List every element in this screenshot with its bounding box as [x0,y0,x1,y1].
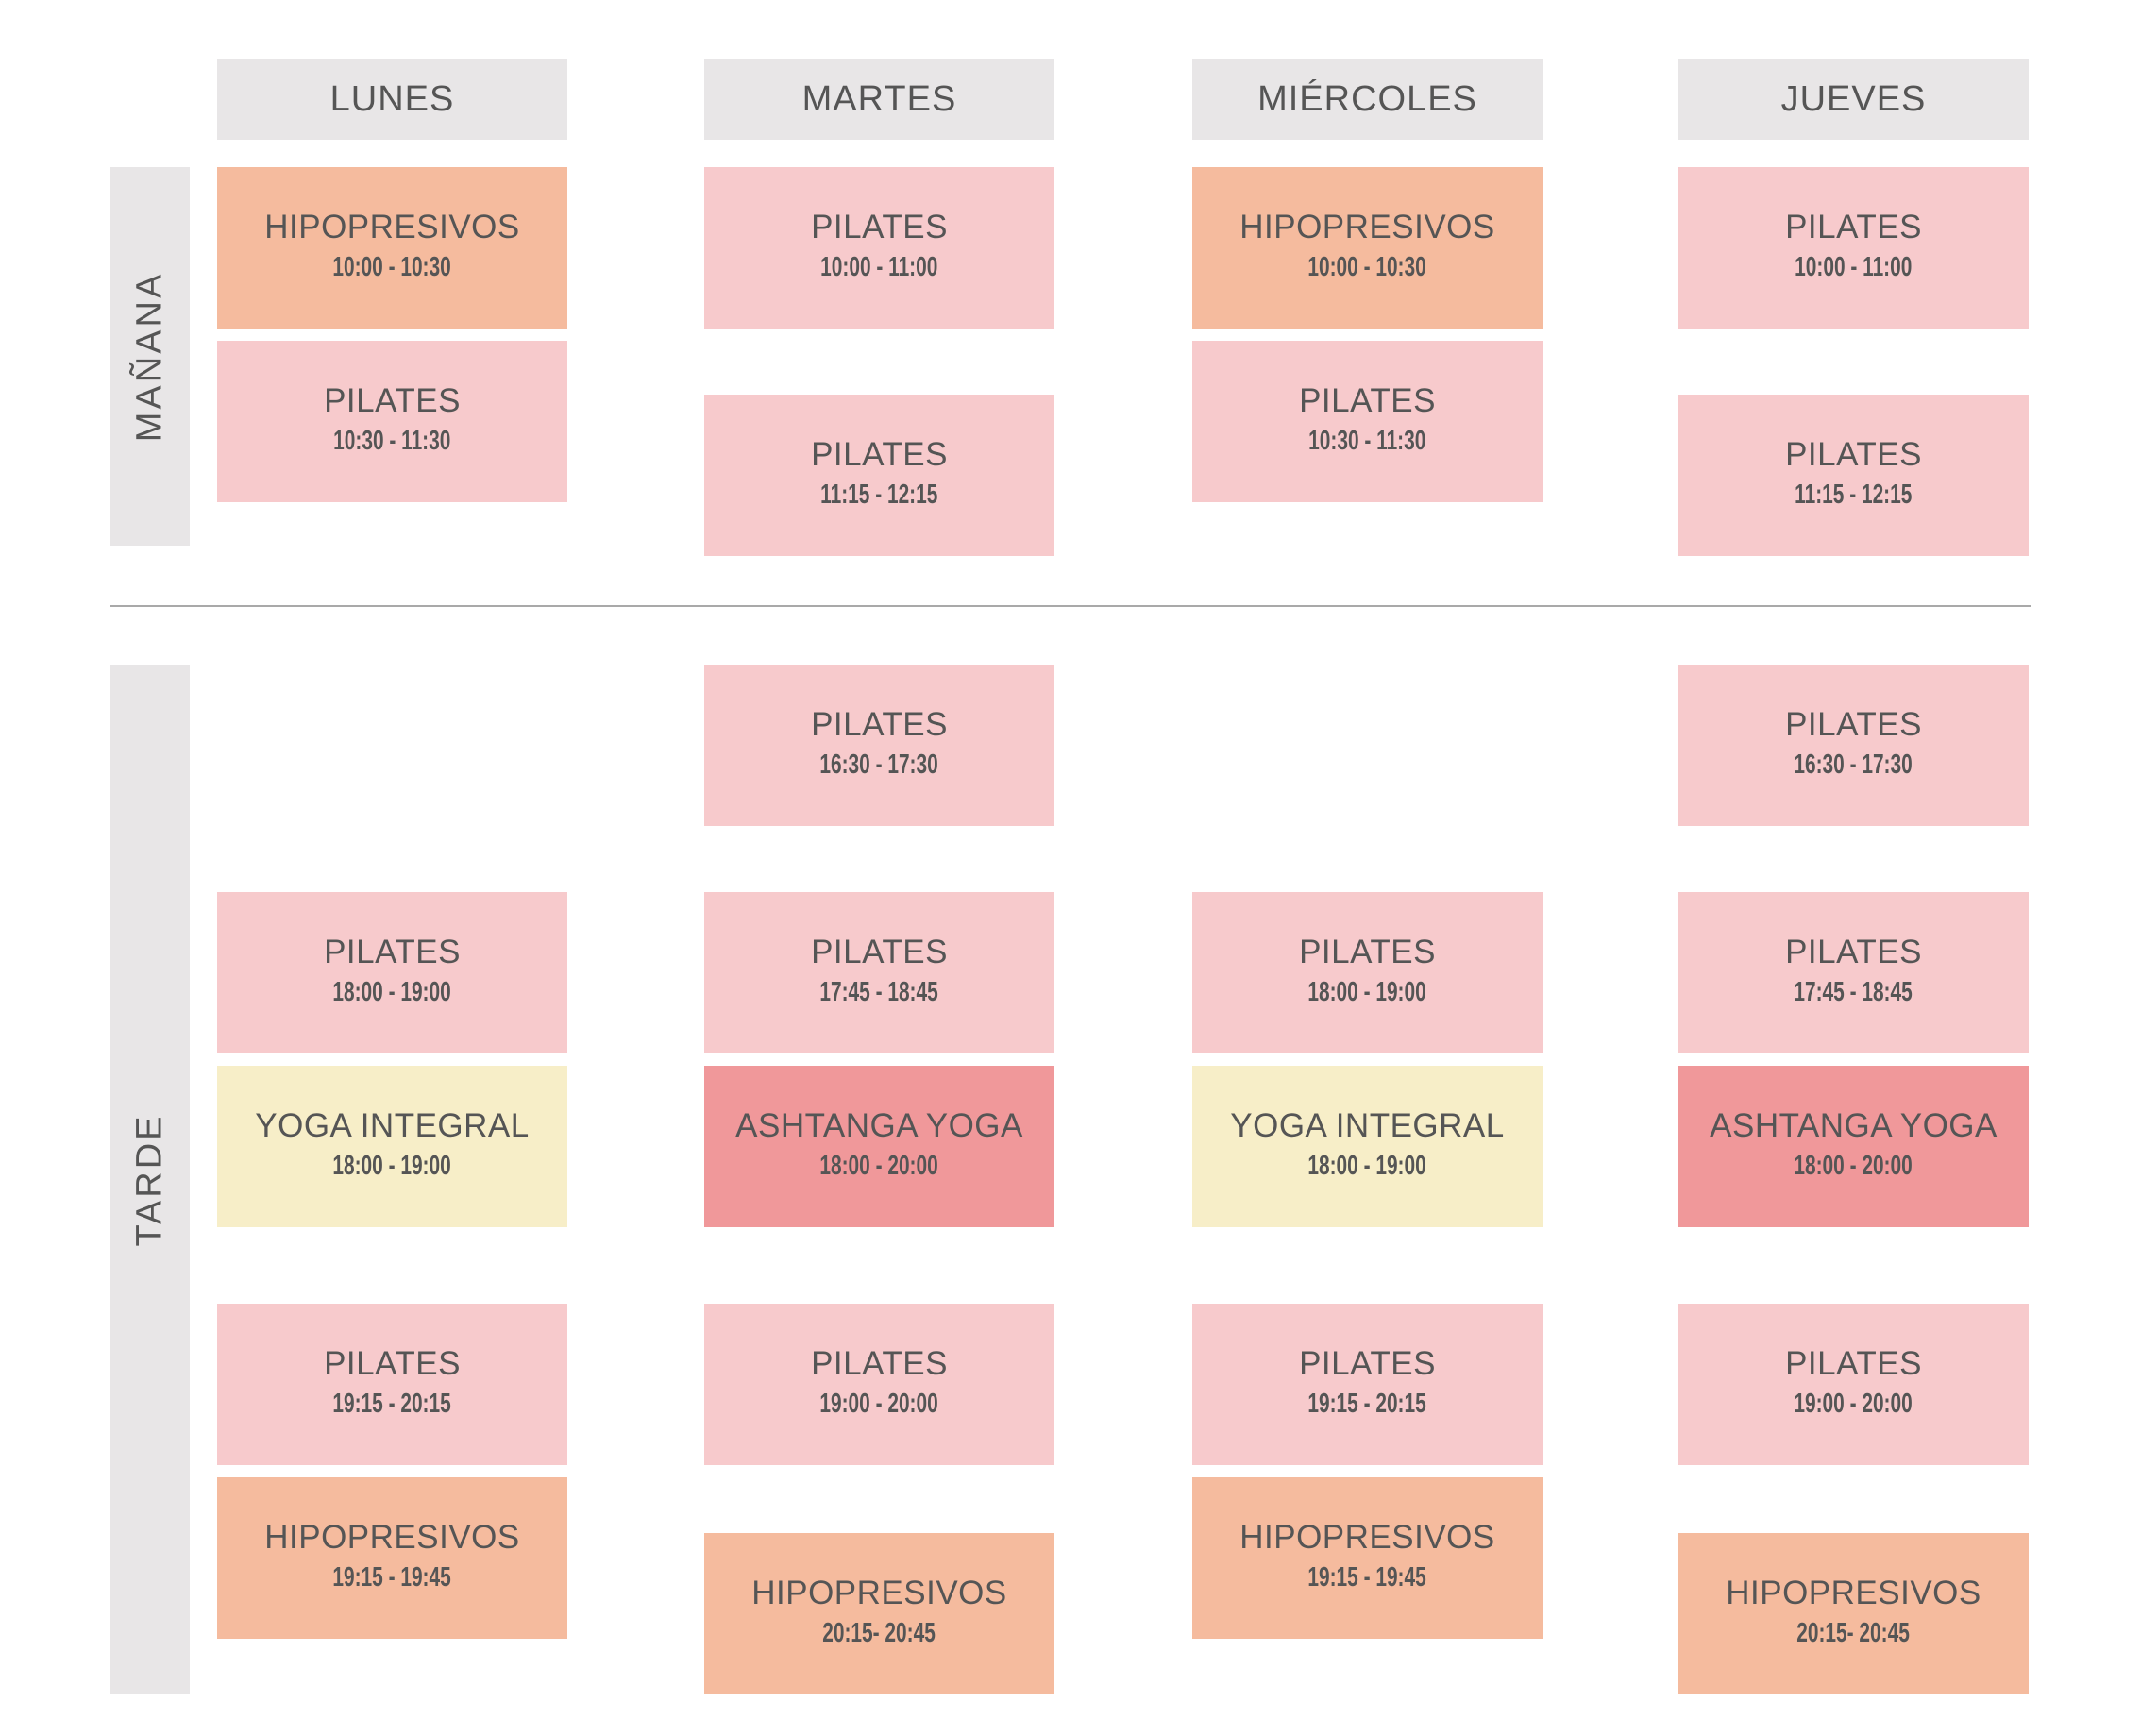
class-name: HIPOPRESIVOS [1726,1575,1981,1611]
class-name: PILATES [324,382,461,419]
class-name: PILATES [1299,934,1436,970]
class-cell: ASHTANGA YOGA 18:00 - 20:00 [704,1066,1054,1227]
class-time: 16:30 - 17:30 [1794,750,1913,780]
day-header-jueves: JUEVES [1678,59,2029,140]
class-name: HIPOPRESIVOS [751,1575,1007,1611]
class-name: HIPOPRESIVOS [264,209,520,245]
class-name: PILATES [324,1345,461,1382]
class-cell: PILATES 19:00 - 20:00 [704,1304,1054,1465]
class-cell: PILATES 17:45 - 18:45 [1678,892,2029,1053]
class-time: 17:45 - 18:45 [819,977,939,1007]
class-cell: HIPOPRESIVOS 10:00 - 10:30 [217,167,567,329]
class-name: HIPOPRESIVOS [1239,1519,1495,1556]
class-time: 10:00 - 10:30 [332,252,452,282]
section-label-tarde: TARDE [110,665,190,1694]
section-label-manana: MAÑANA [110,167,190,546]
class-time: 10:30 - 11:30 [1308,426,1426,456]
class-time: 19:00 - 20:00 [1794,1389,1913,1419]
class-cell: HIPOPRESIVOS 20:15- 20:45 [1678,1533,2029,1694]
class-cell: PILATES 18:00 - 19:00 [217,892,567,1053]
class-name: YOGA INTEGRAL [255,1107,530,1144]
class-name: PILATES [811,934,948,970]
class-time: 10:00 - 10:30 [1307,252,1427,282]
class-name: PILATES [324,934,461,970]
class-cell: PILATES 19:00 - 20:00 [1678,1304,2029,1465]
class-time: 17:45 - 18:45 [1794,977,1913,1007]
class-time: 18:00 - 19:00 [1307,977,1427,1007]
class-time: 19:00 - 20:00 [819,1389,939,1419]
class-cell: PILATES 16:30 - 17:30 [704,665,1054,826]
class-cell: PILATES 17:45 - 18:45 [704,892,1054,1053]
class-name: PILATES [1785,436,1922,473]
class-cell: YOGA INTEGRAL 18:00 - 19:00 [217,1066,567,1227]
section-divider [110,605,2031,607]
class-time: 18:00 - 19:00 [332,977,452,1007]
class-name: ASHTANGA YOGA [735,1107,1023,1144]
class-name: PILATES [811,706,948,743]
class-time: 11:15 - 12:15 [1795,480,1913,510]
class-name: PILATES [1785,934,1922,970]
class-name: ASHTANGA YOGA [1710,1107,1998,1144]
class-cell: HIPOPRESIVOS 19:15 - 19:45 [217,1477,567,1639]
class-name: PILATES [1785,706,1922,743]
class-cell: PILATES 11:15 - 12:15 [1678,395,2029,556]
class-time: 18:00 - 19:00 [332,1151,452,1181]
class-time: 20:15- 20:45 [1796,1618,1911,1648]
class-cell: HIPOPRESIVOS 20:15- 20:45 [704,1533,1054,1694]
class-name: PILATES [811,1345,948,1382]
class-name: HIPOPRESIVOS [264,1519,520,1556]
class-cell: PILATES 16:30 - 17:30 [1678,665,2029,826]
class-name: PILATES [1785,1345,1922,1382]
day-header-martes: MARTES [704,59,1054,140]
day-header-lunes: LUNES [217,59,567,140]
class-cell: PILATES 10:30 - 11:30 [217,341,567,502]
class-cell: ASHTANGA YOGA 18:00 - 20:00 [1678,1066,2029,1227]
class-name: PILATES [811,436,948,473]
class-cell: PILATES 10:30 - 11:30 [1192,341,1543,502]
class-time: 20:15- 20:45 [822,1618,936,1648]
class-time: 10:30 - 11:30 [333,426,451,456]
class-time: 11:15 - 12:15 [820,480,938,510]
class-name: PILATES [1785,209,1922,245]
day-header-miercoles: MIÉRCOLES [1192,59,1543,140]
class-cell: PILATES 10:00 - 11:00 [1678,167,2029,329]
class-time: 16:30 - 17:30 [819,750,939,780]
class-time: 19:15 - 20:15 [1307,1389,1427,1419]
class-time: 19:15 - 20:15 [332,1389,452,1419]
class-time: 10:00 - 11:00 [1795,252,1913,282]
class-name: PILATES [811,209,948,245]
class-cell: PILATES 10:00 - 11:00 [704,167,1054,329]
class-time: 19:15 - 19:45 [1307,1562,1427,1593]
class-time: 10:00 - 11:00 [820,252,938,282]
class-name: PILATES [1299,1345,1436,1382]
section-label-text: MAÑANA [129,271,169,442]
class-name: HIPOPRESIVOS [1239,209,1495,245]
class-cell: PILATES 18:00 - 19:00 [1192,892,1543,1053]
class-time: 19:15 - 19:45 [332,1562,452,1593]
class-cell: YOGA INTEGRAL 18:00 - 19:00 [1192,1066,1543,1227]
class-cell: PILATES 19:15 - 20:15 [1192,1304,1543,1465]
class-cell: HIPOPRESIVOS 10:00 - 10:30 [1192,167,1543,329]
class-cell: PILATES 19:15 - 20:15 [217,1304,567,1465]
class-cell: PILATES 11:15 - 12:15 [704,395,1054,556]
class-name: PILATES [1299,382,1436,419]
class-time: 18:00 - 20:00 [1794,1151,1913,1181]
section-label-text: TARDE [129,1113,169,1246]
class-name: YOGA INTEGRAL [1230,1107,1505,1144]
class-time: 18:00 - 19:00 [1307,1151,1427,1181]
class-time: 18:00 - 20:00 [819,1151,939,1181]
class-cell: HIPOPRESIVOS 19:15 - 19:45 [1192,1477,1543,1639]
